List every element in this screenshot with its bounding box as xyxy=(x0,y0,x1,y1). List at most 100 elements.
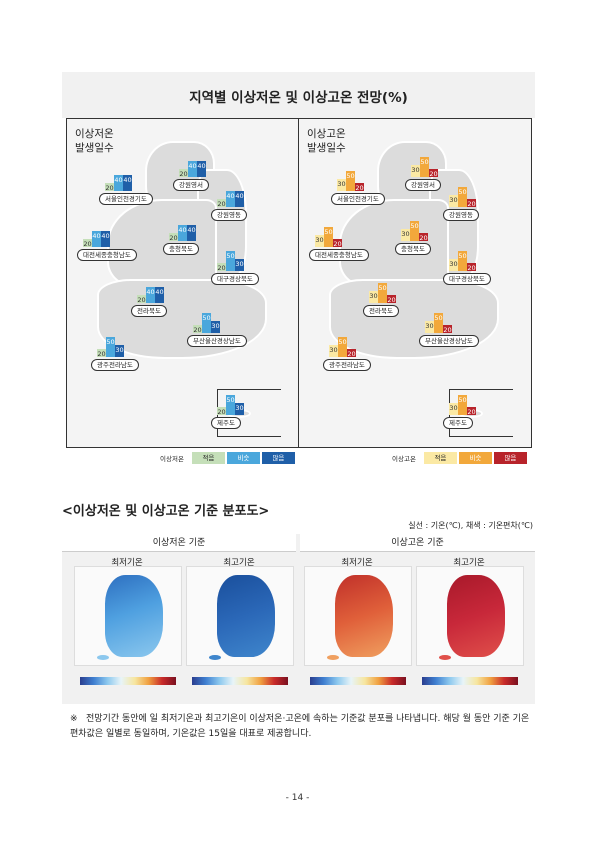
bar-mid: 50 xyxy=(458,187,467,207)
colorbar xyxy=(192,677,288,685)
legend-low: 이상저온 적음 비슷 많음 xyxy=(160,451,295,465)
low-criteria-header: 이상저온 기준 xyxy=(62,534,296,552)
note-mark: ※ xyxy=(70,714,78,724)
dist-land xyxy=(335,575,393,657)
region-label: 제주도 xyxy=(211,417,241,429)
bar-high: 40 xyxy=(197,161,206,177)
bar-low: 20 xyxy=(193,325,202,334)
korea-land-west xyxy=(339,199,449,289)
bar-high: 20 xyxy=(467,199,476,208)
region-label: 대구경상북도 xyxy=(211,273,259,285)
dist-island xyxy=(327,655,339,660)
korea-land-south xyxy=(329,279,499,359)
region-label: 전라북도 xyxy=(363,305,399,317)
dist-label-high-max: 최고기온 xyxy=(453,558,485,568)
bar-mid: 50 xyxy=(378,283,387,303)
bar-mid: 50 xyxy=(202,313,211,333)
bar-high: 30 xyxy=(235,259,244,271)
bar-high: 40 xyxy=(187,225,196,241)
bar-mid: 40 xyxy=(226,191,235,207)
unit-note: 실선 : 기온(℃), 채색 : 기온편차(℃) xyxy=(408,521,533,530)
region-label: 부산울산경상남도 xyxy=(419,335,479,347)
bar-high: 20 xyxy=(347,349,356,358)
bar-mid: 40 xyxy=(178,225,187,241)
bar-mid: 50 xyxy=(226,395,235,415)
region-label: 충청북도 xyxy=(163,243,199,255)
region-label: 대구경상북도 xyxy=(443,273,491,285)
legend-high-item: 많음 xyxy=(493,452,527,464)
bar-low: 20 xyxy=(97,349,106,358)
colorbar xyxy=(80,677,176,685)
region-label: 충청북도 xyxy=(395,243,431,255)
bar-low: 30 xyxy=(425,321,434,333)
bar-high: 40 xyxy=(235,191,244,207)
low-box-title: 이상저온 발생일수 xyxy=(75,128,114,154)
region-label: 대전세종충청남도 xyxy=(309,249,369,261)
bar-low: 30 xyxy=(369,291,378,303)
legend-high-item: 비슷 xyxy=(458,452,492,464)
region-label: 서울인천경기도 xyxy=(331,193,385,205)
bar-mid: 50 xyxy=(458,395,467,415)
note-text: 전망기간 동안에 일 최저기온과 최고기온이 이상저온·고온에 속하는 기준값 … xyxy=(70,714,530,739)
bar-high: 20 xyxy=(333,239,342,248)
bar-mid: 40 xyxy=(92,231,101,247)
legend-low-item: 적음 xyxy=(191,452,225,464)
bar-low: 30 xyxy=(337,179,346,191)
page-number: - 14 - xyxy=(285,793,310,803)
dist-land xyxy=(217,575,275,657)
legend-high: 이상고온 적음 비슷 많음 xyxy=(392,451,527,465)
dist-island xyxy=(209,655,221,660)
bar-high: 20 xyxy=(467,263,476,272)
dist-map-low-max xyxy=(186,566,294,666)
bar-mid: 40 xyxy=(114,175,123,191)
dist-label-low-max: 최고기온 xyxy=(223,558,255,568)
legend-low-label: 이상저온 xyxy=(160,455,184,463)
bar-high: 40 xyxy=(123,175,132,191)
bar-low: 20 xyxy=(137,295,146,304)
high-box-title: 이상고온 발생일수 xyxy=(307,128,346,154)
region-label: 서울인천경기도 xyxy=(99,193,153,205)
high-criteria-header: 이상고온 기준 xyxy=(300,534,535,552)
bar-mid: 50 xyxy=(106,337,115,357)
region-label: 강원영동 xyxy=(211,209,247,221)
bar-low: 20 xyxy=(217,407,226,416)
bar-high: 20 xyxy=(355,183,364,192)
dist-land xyxy=(105,575,163,657)
bar-low: 30 xyxy=(449,259,458,271)
footnote: ※ 전망기간 동안에 일 최저기온과 최고기온이 이상저온·고온에 속하는 기준값… xyxy=(70,712,540,742)
bar-low: 30 xyxy=(449,403,458,415)
bar-low: 30 xyxy=(411,165,420,177)
region-label: 강원영동 xyxy=(443,209,479,221)
bar-low: 30 xyxy=(449,195,458,207)
bar-mid: 50 xyxy=(420,157,429,177)
title-band xyxy=(62,72,535,118)
region-label: 광주전라남도 xyxy=(323,359,371,371)
dist-island xyxy=(97,655,109,660)
dist-map-high-max xyxy=(416,566,524,666)
region-label: 강원영서 xyxy=(173,179,209,191)
page-title: 지역별 이상저온 및 이상고온 전망(%) xyxy=(189,90,408,106)
bar-low: 20 xyxy=(83,239,92,248)
bar-high: 30 xyxy=(235,403,244,415)
korea-land-west xyxy=(107,199,217,289)
bar-mid: 50 xyxy=(434,313,443,333)
colorbar xyxy=(422,677,518,685)
bar-low: 20 xyxy=(105,183,114,192)
bar-low: 20 xyxy=(217,263,226,272)
bar-low: 30 xyxy=(315,235,324,247)
dist-label-high-min: 최저기온 xyxy=(341,558,373,568)
region-label: 대전세종충청남도 xyxy=(77,249,137,261)
bar-low: 20 xyxy=(179,169,188,178)
low-temp-map-box: 이상저온 발생일수 20 40 40 서울인천경기도 20 40 40 강원영서 20 40 40 강… xyxy=(66,118,300,448)
bar-mid: 50 xyxy=(410,221,419,241)
bar-low: 30 xyxy=(329,345,338,357)
bar-high: 20 xyxy=(467,407,476,416)
region-label: 부산울산경상남도 xyxy=(187,335,247,347)
bar-high: 30 xyxy=(211,321,220,333)
dist-map-high-min xyxy=(304,566,412,666)
bar-low: 20 xyxy=(217,199,226,208)
high-temp-map-box: 이상고온 발생일수 30 50 20 서울인천경기도 30 50 20 강원영서 30 50 20 강… xyxy=(298,118,532,448)
bar-mid: 40 xyxy=(188,161,197,177)
bar-high: 40 xyxy=(155,287,164,303)
bar-mid: 50 xyxy=(324,227,333,247)
